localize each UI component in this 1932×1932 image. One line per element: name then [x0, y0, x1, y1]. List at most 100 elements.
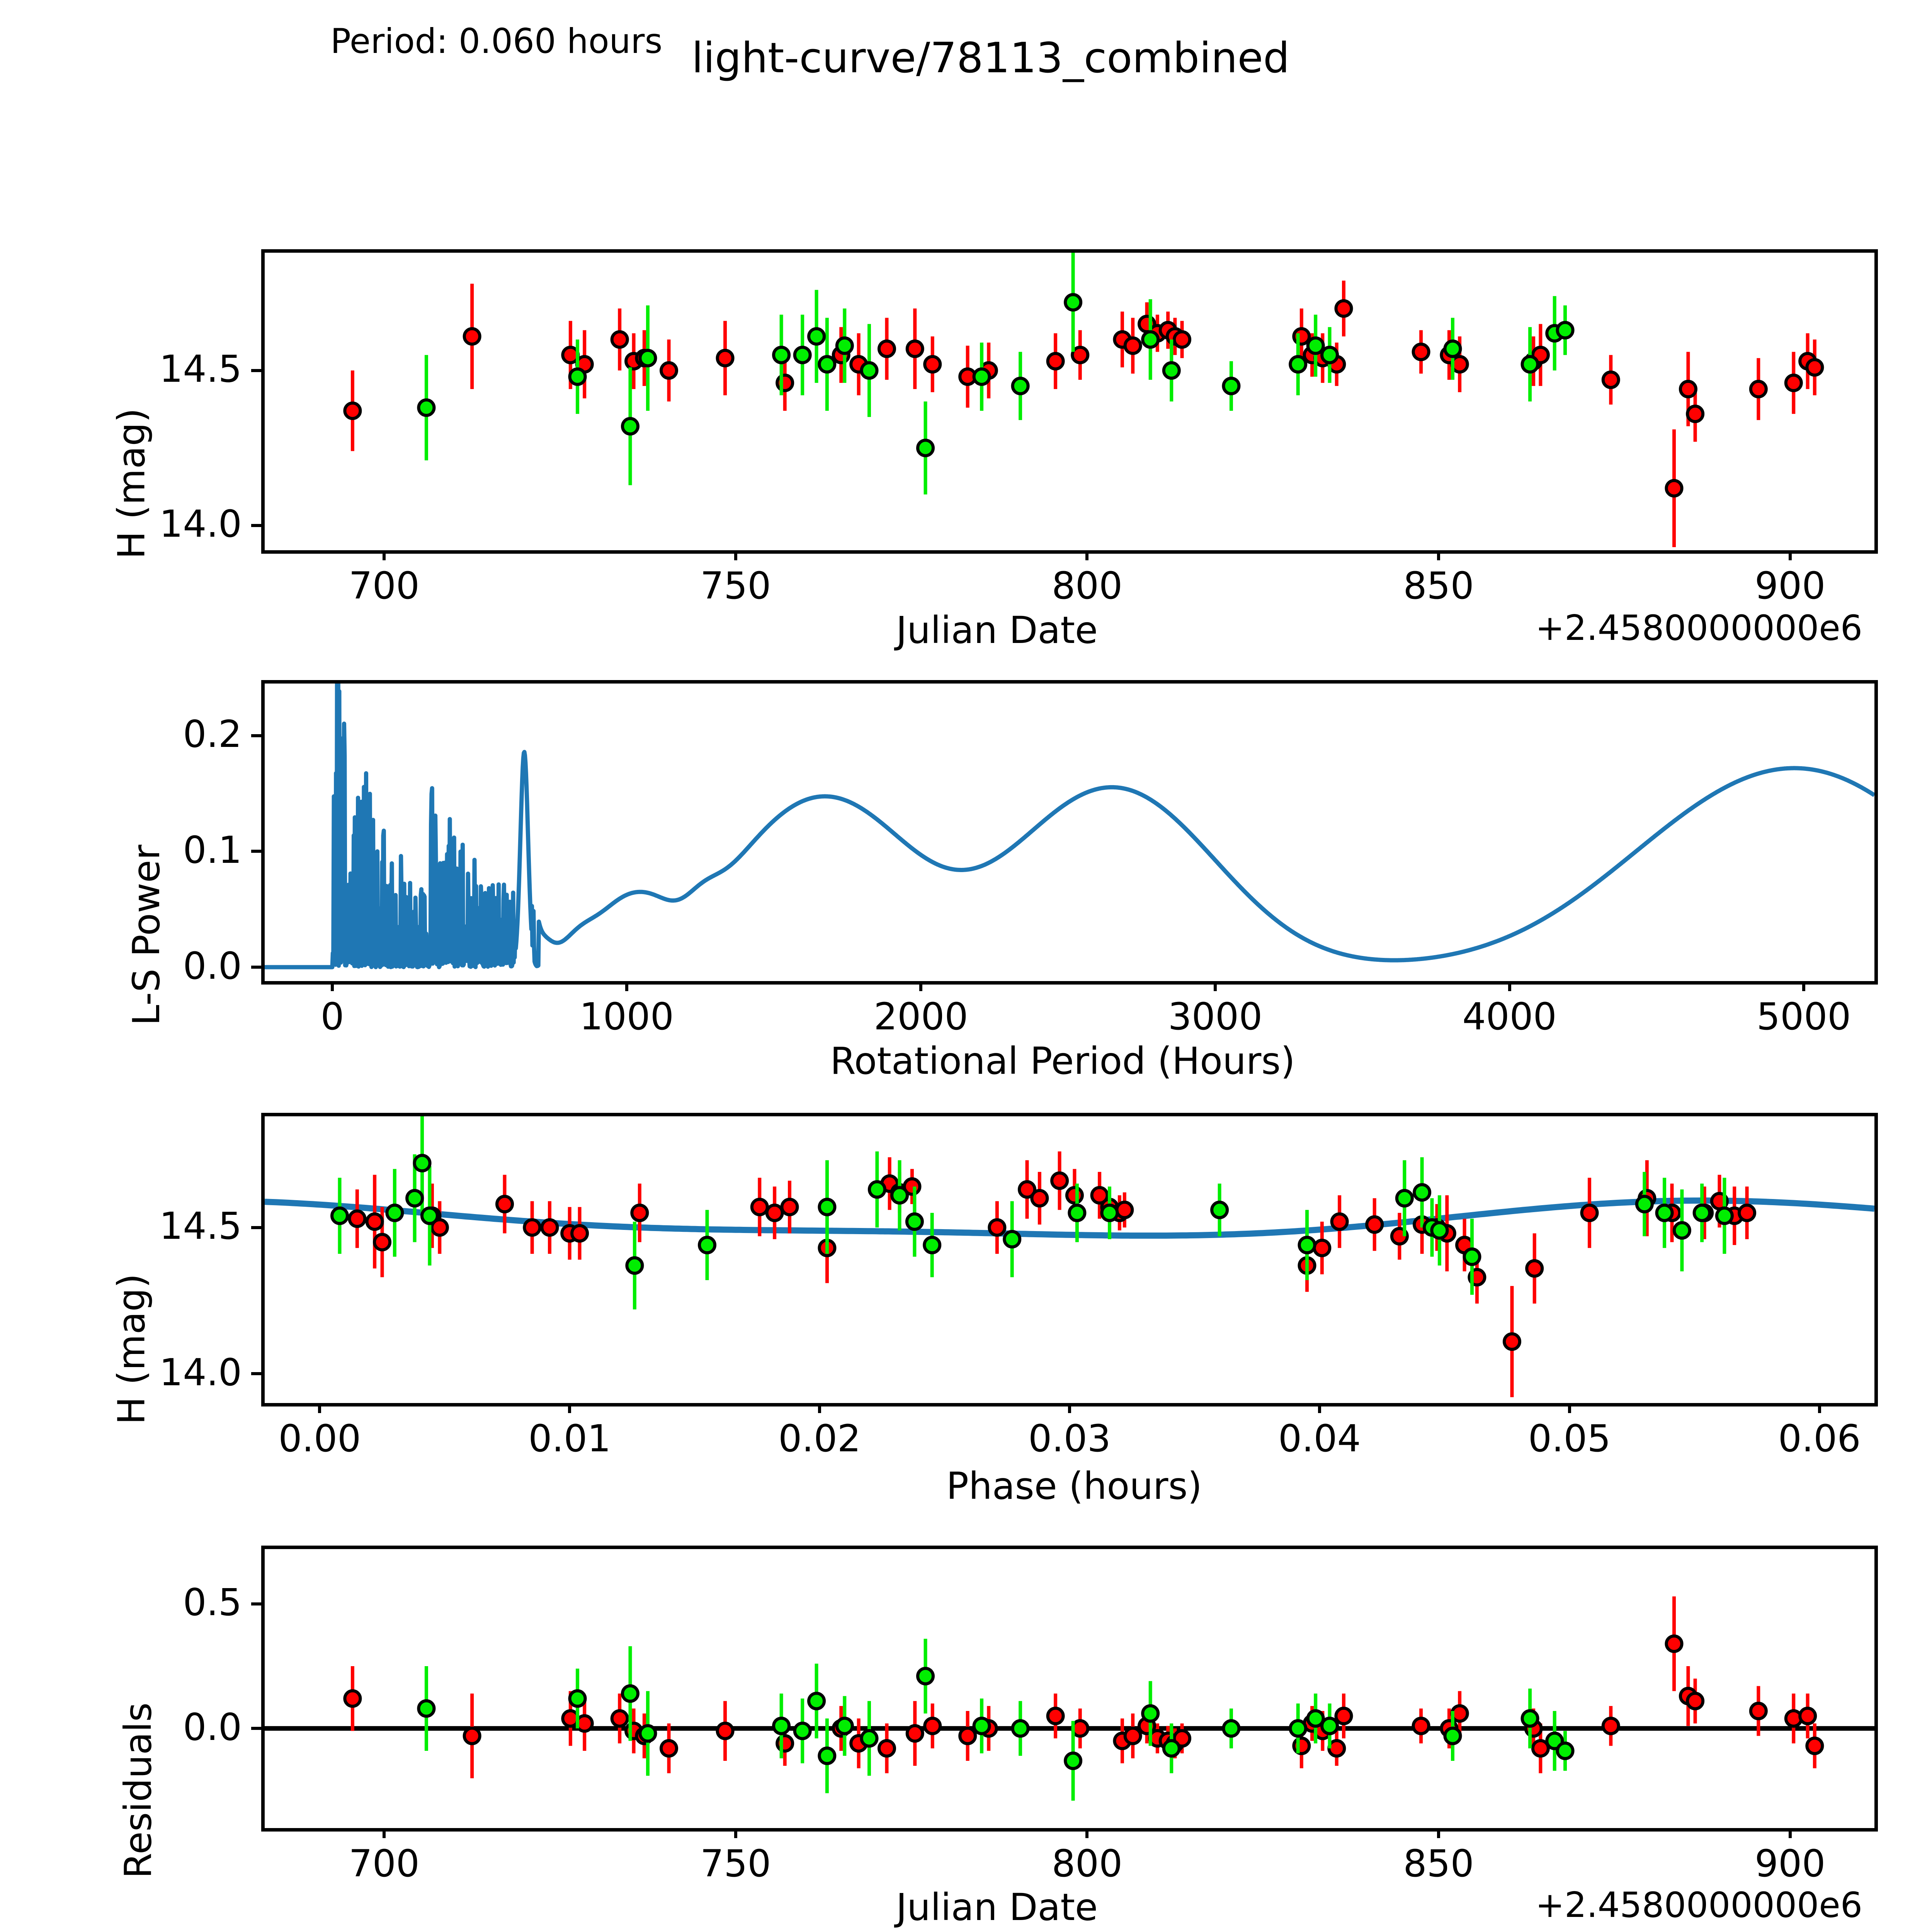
- xlabel-phased: Phase (hours): [946, 1464, 1202, 1508]
- data-point: [1320, 345, 1339, 364]
- series-green: [417, 253, 1575, 495]
- x-tick-label: 0.02: [778, 1417, 861, 1460]
- x-tick: [568, 1403, 571, 1413]
- ylabel-light-curve: H (mag): [110, 408, 153, 559]
- data-point: [1531, 1739, 1550, 1758]
- data-point: [923, 1236, 942, 1255]
- data-point: [1655, 1203, 1674, 1222]
- data-point: [1320, 1716, 1339, 1735]
- xlabel-residuals: Julian Date: [896, 1886, 1098, 1929]
- x-tick-label: 750: [700, 1842, 771, 1885]
- x-tick: [1788, 550, 1792, 560]
- data-point: [1292, 1736, 1311, 1755]
- data-point: [495, 1195, 514, 1214]
- data-point: [1222, 376, 1241, 395]
- data-point: [1090, 1186, 1109, 1205]
- data-point: [660, 361, 679, 380]
- x-tick-label: 750: [700, 564, 771, 607]
- data-point: [1071, 345, 1090, 364]
- data-point: [1749, 1702, 1768, 1721]
- ylabel-phased: H (mag): [110, 1274, 153, 1425]
- y-tick: [251, 369, 261, 372]
- data-point: [1011, 1719, 1030, 1738]
- xlabel-periodogram: Rotational Period (Hours): [830, 1039, 1295, 1083]
- data-point: [860, 1729, 879, 1748]
- data-point: [1306, 336, 1325, 355]
- data-point: [1665, 479, 1684, 498]
- x-tick-label: 850: [1403, 564, 1474, 607]
- data-point: [1672, 1221, 1691, 1240]
- y-tick-label: 0.0: [183, 1705, 242, 1749]
- data-point: [1064, 1751, 1083, 1770]
- data-point: [923, 1716, 942, 1735]
- x-tick: [1068, 1403, 1071, 1413]
- data-point: [1805, 358, 1824, 377]
- data-point: [1222, 1719, 1241, 1738]
- data-point: [568, 367, 587, 386]
- series-red: [343, 1596, 1824, 1779]
- data-point: [923, 355, 942, 374]
- data-point: [835, 1716, 854, 1735]
- x-tick: [318, 1403, 321, 1413]
- data-point: [1520, 355, 1539, 374]
- series-red: [343, 281, 1824, 547]
- data-point: [1395, 1189, 1414, 1208]
- data-point: [463, 327, 481, 346]
- data-point: [988, 1218, 1007, 1237]
- x-tick: [1085, 1828, 1089, 1838]
- data-point: [1635, 1195, 1654, 1214]
- figure-title: light-curve/78113_combined: [692, 34, 1290, 82]
- data-point: [1210, 1201, 1229, 1219]
- data-point: [413, 1154, 432, 1173]
- data-point: [1141, 330, 1160, 349]
- x-tick: [625, 981, 628, 991]
- data-point: [638, 1724, 657, 1743]
- data-point: [417, 1699, 436, 1718]
- data-point: [1525, 1259, 1544, 1278]
- data-point: [1665, 1634, 1684, 1653]
- y-tick-label: 0.5: [183, 1581, 242, 1624]
- data-point: [1784, 373, 1803, 392]
- ylabel-residuals: Residuals: [116, 1702, 160, 1879]
- data-point: [1412, 1716, 1430, 1735]
- data-point: [916, 439, 935, 457]
- data-point: [1065, 1186, 1084, 1205]
- x-tick-label: 0.03: [1028, 1417, 1111, 1460]
- data-point: [660, 1739, 679, 1758]
- x-tick-label: 4000: [1462, 995, 1557, 1038]
- data-point: [1686, 405, 1705, 423]
- data-point: [638, 349, 657, 367]
- data-point: [972, 1716, 991, 1735]
- x-tick: [383, 550, 386, 560]
- data-point: [621, 417, 639, 436]
- x-tick: [1437, 1828, 1440, 1838]
- data-point: [1601, 1716, 1620, 1735]
- data-point: [621, 1684, 639, 1703]
- y-tick-label: 14.0: [159, 1350, 242, 1394]
- data-point: [780, 1197, 799, 1216]
- data-point: [630, 1203, 649, 1222]
- x-tick-label: 1000: [579, 995, 674, 1038]
- data-point: [1463, 1247, 1481, 1266]
- x-tick-label: 0.04: [1278, 1417, 1361, 1460]
- data-point: [1556, 321, 1575, 340]
- data-point: [570, 1224, 589, 1243]
- data-point: [405, 1189, 424, 1208]
- x-tick-label: 0.01: [528, 1417, 611, 1460]
- data-point: [860, 361, 879, 380]
- data-point: [1580, 1203, 1599, 1222]
- x-tick: [331, 981, 334, 991]
- x-tick: [1802, 981, 1806, 991]
- data-point: [417, 398, 436, 417]
- data-point: [1443, 339, 1462, 358]
- data-point: [1162, 1739, 1181, 1758]
- data-point: [878, 1739, 896, 1758]
- y-tick: [251, 1226, 261, 1229]
- data-point: [1805, 1736, 1824, 1755]
- data-point: [1173, 330, 1192, 349]
- data-point: [1289, 1719, 1308, 1738]
- x-tick: [383, 1828, 386, 1838]
- data-point: [878, 339, 896, 358]
- data-point: [365, 1212, 384, 1231]
